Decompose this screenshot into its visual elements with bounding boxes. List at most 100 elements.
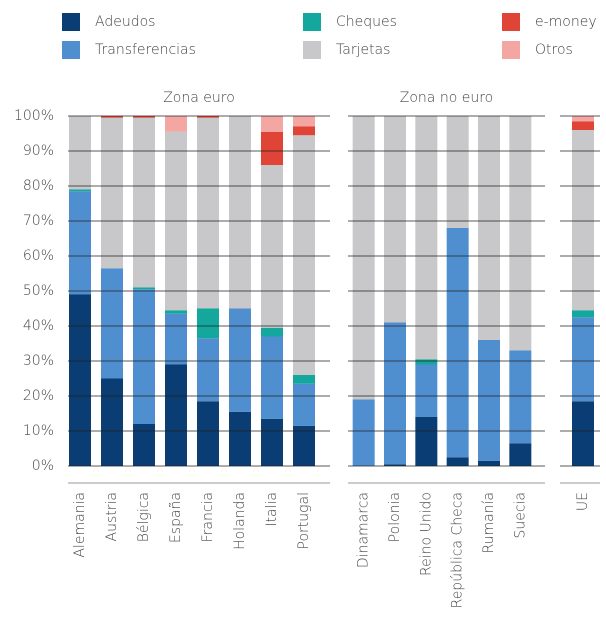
bar-segment: [293, 126, 315, 136]
bar-segment: [229, 308, 251, 412]
bar-segment: [261, 131, 283, 165]
x-tick-label: República Checa: [450, 492, 466, 608]
bar-segment: [293, 375, 315, 384]
x-tick-label: Rumanía: [481, 492, 497, 554]
legend-swatch: [303, 41, 321, 59]
bar-segment: [261, 116, 283, 132]
bar-segment: [261, 418, 283, 466]
bar-segment: [293, 383, 315, 426]
y-tick-label: 40%: [23, 318, 54, 334]
x-tick-label: UE: [575, 492, 591, 511]
legend-label: Cheques: [336, 14, 397, 30]
bar-segment: [69, 191, 91, 295]
x-tick-label: Holanda: [232, 492, 248, 550]
y-tick-label: 30%: [23, 353, 54, 369]
legend-label: Otros: [535, 42, 573, 58]
bar-segment: [197, 308, 219, 339]
legend-swatch: [502, 13, 520, 31]
bar-segment: [133, 116, 155, 118]
bar-segment: [197, 401, 219, 466]
bar-segment: [261, 336, 283, 419]
x-tick-label: Bélgica: [136, 492, 152, 542]
bar-segment: [293, 116, 315, 127]
bar-segment: [415, 417, 438, 466]
bar-segment: [572, 401, 594, 466]
bar-segment: [352, 399, 375, 466]
legend-swatch: [62, 41, 80, 59]
x-tick-label: Suecia: [512, 492, 528, 539]
bar-segment: [384, 322, 406, 465]
bar-segment: [446, 228, 469, 458]
x-tick-label: Dinamarca: [356, 492, 372, 568]
legend-swatch: [303, 13, 321, 31]
bar-segment: [509, 116, 532, 351]
bar-segment: [293, 135, 315, 375]
bar-segment: [69, 116, 91, 190]
y-tick-label: 20%: [23, 388, 54, 404]
bar-segment: [165, 313, 187, 365]
bar-segment: [261, 327, 283, 337]
bar-segment: [572, 116, 594, 122]
bar-segment: [509, 443, 532, 466]
panel-title: Zona no euro: [400, 90, 493, 106]
legend-label: Adeudos: [95, 14, 155, 30]
bar-segment: [293, 425, 315, 466]
bar-segment: [572, 317, 594, 402]
x-tick-label: Austria: [104, 492, 120, 541]
bar-segment: [415, 359, 438, 365]
bar-segment: [478, 116, 500, 340]
y-tick-label: 80%: [23, 178, 54, 194]
y-tick-label: 10%: [23, 423, 54, 439]
x-tick-label: Italia: [264, 492, 280, 527]
bar-segment: [509, 350, 532, 444]
bar-segment: [165, 116, 187, 132]
y-tick-label: 70%: [23, 213, 54, 229]
bar-segment: [197, 338, 219, 402]
bar-segment: [69, 294, 91, 466]
bar-segment: [352, 116, 375, 400]
x-tick-label: Francia: [200, 492, 216, 542]
bar-segment: [197, 116, 219, 118]
bar-segment: [572, 310, 594, 318]
bar-segment: [229, 411, 251, 466]
bar-segment: [478, 460, 500, 466]
bar-segment: [384, 116, 406, 323]
bar-segment: [384, 464, 406, 466]
x-tick-label: Portugal: [296, 492, 312, 550]
legend-swatch: [502, 41, 520, 59]
bar-segment: [229, 116, 251, 309]
bar-segment: [572, 121, 594, 130]
y-tick-label: 90%: [23, 143, 54, 159]
x-tick-label: Polonia: [387, 492, 403, 542]
y-tick-label: 0%: [32, 458, 54, 474]
bar-segment: [261, 165, 283, 328]
bar-segment: [415, 364, 438, 417]
bar-segment: [69, 189, 91, 192]
bar-segment: [133, 289, 155, 424]
legend-label: Transferencias: [95, 42, 196, 58]
bar-segment: [101, 268, 123, 379]
bar-segment: [101, 117, 123, 269]
bar-segment: [101, 378, 123, 466]
legend-label: e-money: [535, 14, 597, 30]
x-tick-label: Reino Unido: [418, 492, 434, 576]
y-tick-label: 60%: [23, 248, 54, 264]
y-tick-label: 100%: [14, 108, 54, 124]
bar-segment: [197, 117, 219, 309]
bar-segment: [478, 340, 500, 461]
bar-segment: [446, 457, 469, 466]
bar-segment: [133, 424, 155, 466]
bar-segment: [572, 130, 594, 311]
bar-segment: [133, 287, 155, 290]
bar-segment: [446, 116, 469, 228]
x-tick-label: España: [168, 492, 184, 543]
x-tick-label: Alemania: [72, 492, 88, 558]
bar-segment: [165, 364, 187, 466]
bar-segment: [165, 310, 187, 314]
bar-segment: [415, 116, 438, 360]
bar-segment: [101, 116, 123, 118]
legend-swatch: [62, 13, 80, 31]
panel-title: Zona euro: [163, 90, 235, 106]
legend-label: Tarjetas: [336, 42, 390, 58]
